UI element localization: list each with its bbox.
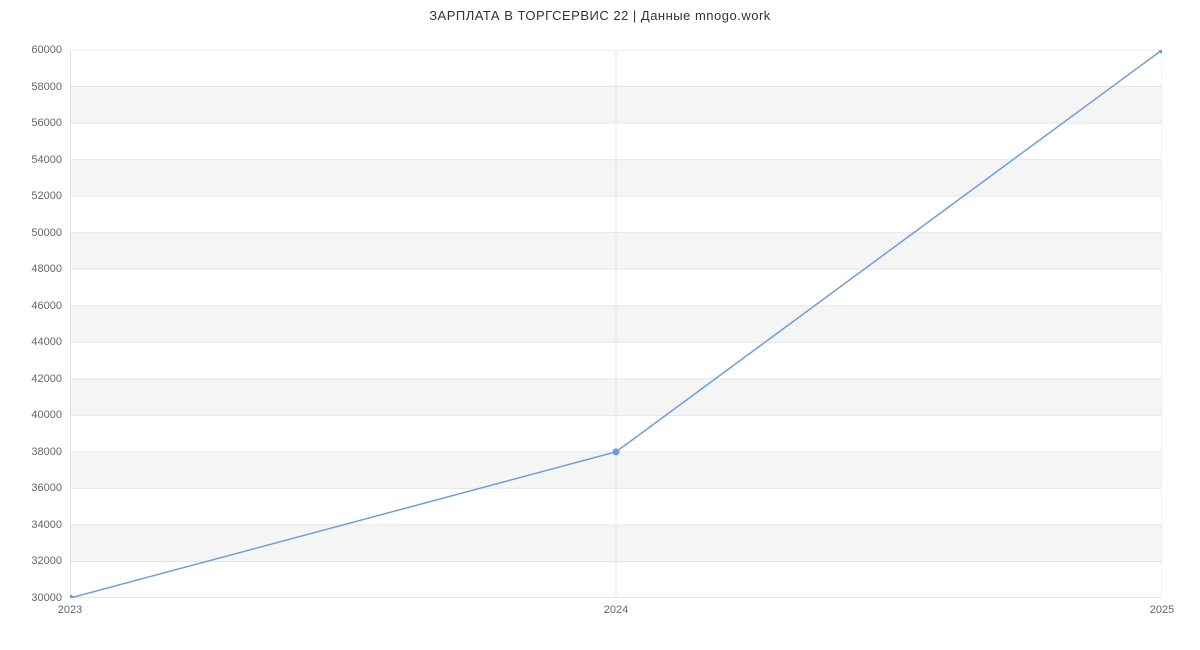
y-tick-label: 54000	[31, 154, 70, 166]
y-tick-label: 32000	[31, 555, 70, 567]
y-tick-label: 58000	[31, 81, 70, 93]
y-tick-label: 40000	[31, 409, 70, 421]
plot-area: 3000032000340003600038000400004200044000…	[70, 50, 1162, 598]
y-tick-label: 60000	[31, 44, 70, 56]
salary-chart: ЗАРПЛАТА В ТОРГСЕРВИС 22 | Данные mnogo.…	[0, 0, 1200, 650]
y-tick-label: 44000	[31, 336, 70, 348]
x-tick-label: 2024	[604, 598, 628, 616]
y-tick-label: 52000	[31, 190, 70, 202]
y-tick-label: 56000	[31, 117, 70, 129]
chart-title: ЗАРПЛАТА В ТОРГСЕРВИС 22 | Данные mnogo.…	[0, 8, 1200, 23]
chart-svg	[70, 50, 1162, 598]
data-point[interactable]	[613, 449, 619, 455]
y-tick-label: 48000	[31, 263, 70, 275]
y-tick-label: 34000	[31, 519, 70, 531]
y-tick-label: 38000	[31, 446, 70, 458]
y-tick-label: 36000	[31, 482, 70, 494]
y-tick-label: 46000	[31, 300, 70, 312]
x-tick-label: 2025	[1150, 598, 1174, 616]
y-tick-label: 50000	[31, 227, 70, 239]
y-tick-label: 42000	[31, 373, 70, 385]
x-tick-label: 2023	[58, 598, 82, 616]
